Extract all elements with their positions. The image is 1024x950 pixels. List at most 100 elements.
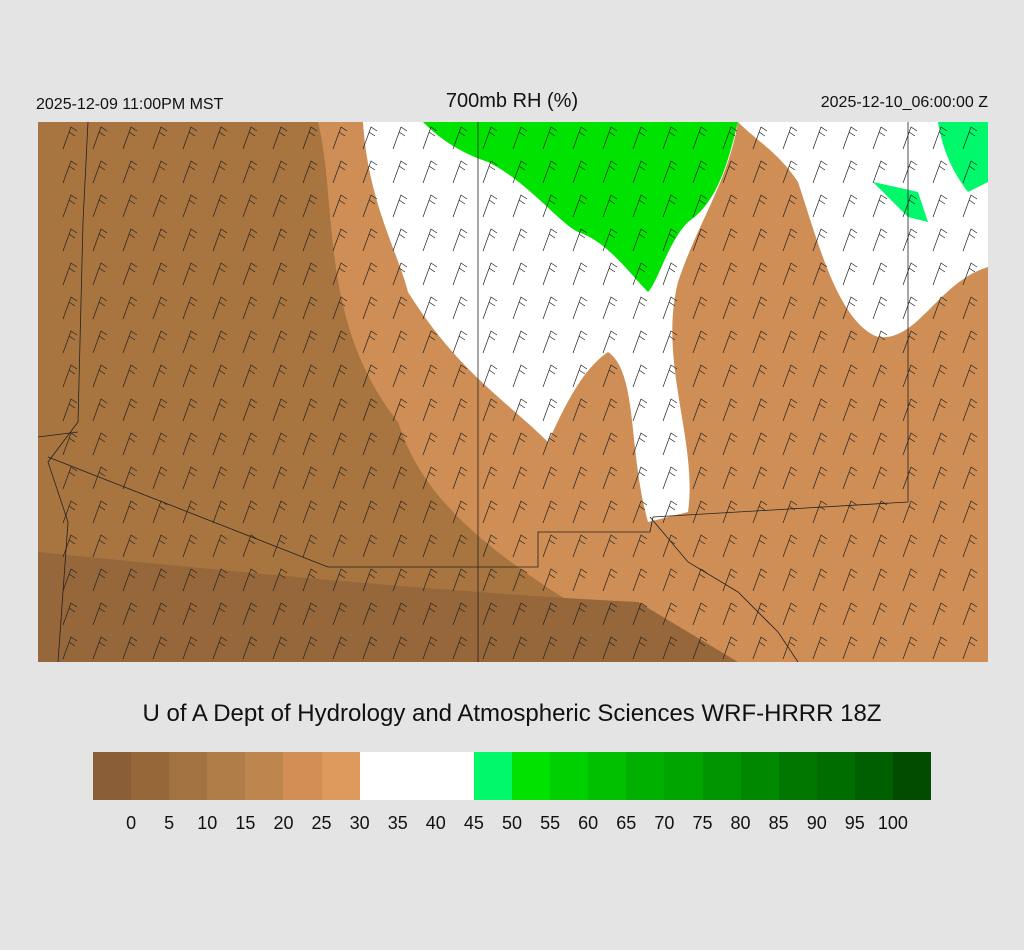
wind-barb — [602, 330, 618, 354]
wind-barb — [902, 126, 918, 150]
wind-barb — [722, 330, 738, 354]
wind-barb — [662, 364, 678, 388]
wind-barb — [122, 534, 138, 558]
wind-barb — [962, 364, 978, 388]
wind-barb — [392, 262, 408, 286]
wind-barb — [812, 568, 828, 592]
legend-label: 70 — [654, 813, 675, 833]
wind-barb — [812, 636, 828, 660]
wind-barb — [362, 568, 378, 592]
wind-barb — [62, 364, 78, 388]
wind-barb — [512, 636, 528, 660]
wind-barb — [542, 398, 558, 422]
wind-barb — [902, 500, 918, 524]
wind-barb — [572, 194, 588, 218]
wind-barb — [422, 534, 438, 558]
wind-barb — [932, 466, 948, 490]
wind-barb — [542, 160, 558, 184]
wind-barb — [152, 398, 168, 422]
wind-barb — [632, 262, 648, 286]
wind-barb — [842, 568, 858, 592]
wind-barb — [872, 160, 888, 184]
wind-barb — [602, 466, 618, 490]
legend-swatch — [854, 752, 893, 800]
wind-barb — [542, 432, 558, 456]
wind-barb — [182, 466, 198, 490]
wind-barb — [812, 262, 828, 286]
wind-barb — [662, 296, 678, 320]
wind-barb — [602, 568, 618, 592]
wind-barb — [212, 432, 228, 456]
wind-barb — [842, 194, 858, 218]
wind-barb — [692, 262, 708, 286]
wind-barb — [302, 398, 318, 422]
wind-barb — [62, 534, 78, 558]
map-title: 700mb RH (%) — [445, 90, 579, 112]
wind-barb — [602, 534, 618, 558]
legend-swatch — [321, 752, 360, 800]
wind-barb — [302, 330, 318, 354]
wind-barb — [92, 500, 108, 524]
wind-barb — [182, 432, 198, 456]
wind-barb — [482, 500, 498, 524]
wind-barb — [242, 568, 258, 592]
wind-barb — [602, 126, 618, 150]
wind-barb — [332, 126, 348, 150]
wind-barb — [542, 500, 558, 524]
wind-barb — [212, 330, 228, 354]
wind-barb — [902, 194, 918, 218]
legend-swatch — [740, 752, 779, 800]
wind-barb — [92, 568, 108, 592]
wind-barb — [602, 398, 618, 422]
wind-barb — [842, 228, 858, 252]
wind-barb — [722, 126, 738, 150]
wind-barb — [482, 160, 498, 184]
wind-barb — [392, 602, 408, 626]
wind-barb — [332, 568, 348, 592]
wind-barb — [332, 296, 348, 320]
wind-barb — [632, 364, 648, 388]
wind-barb — [182, 262, 198, 286]
wind-barb — [872, 636, 888, 660]
wind-barb — [212, 534, 228, 558]
wind-barb — [392, 500, 408, 524]
legend-label: 95 — [844, 813, 865, 833]
wind-barb — [812, 432, 828, 456]
wind-barb — [632, 466, 648, 490]
wind-barb — [512, 500, 528, 524]
wind-barb — [842, 466, 858, 490]
wind-barb — [302, 364, 318, 388]
wind-barb — [152, 636, 168, 660]
wind-barb — [812, 364, 828, 388]
wind-barb — [332, 262, 348, 286]
legend-swatch — [702, 752, 741, 800]
wind-barb — [452, 568, 468, 592]
wind-barb — [452, 500, 468, 524]
wind-barb — [302, 194, 318, 218]
wind-barb — [452, 262, 468, 286]
wind-barb — [332, 534, 348, 558]
wind-barb — [422, 364, 438, 388]
wind-barb — [632, 194, 648, 218]
dry-region-west — [38, 122, 638, 662]
wind-barb — [662, 194, 678, 218]
wind-barb — [62, 296, 78, 320]
wind-barb — [92, 160, 108, 184]
wind-barb — [212, 262, 228, 286]
wind-barb — [512, 534, 528, 558]
wind-barb — [722, 568, 738, 592]
wind-barb — [422, 160, 438, 184]
wind-barb — [242, 160, 258, 184]
wind-barb — [452, 636, 468, 660]
wind-barb — [752, 296, 768, 320]
wind-barb — [782, 126, 798, 150]
wind-barb — [452, 432, 468, 456]
wind-barb — [902, 330, 918, 354]
wind-barb — [512, 296, 528, 320]
wind-barb — [572, 602, 588, 626]
legend-swatch — [626, 752, 665, 800]
wind-barb — [512, 330, 528, 354]
wind-barb — [452, 466, 468, 490]
wind-barb — [932, 500, 948, 524]
wind-barb — [62, 602, 78, 626]
